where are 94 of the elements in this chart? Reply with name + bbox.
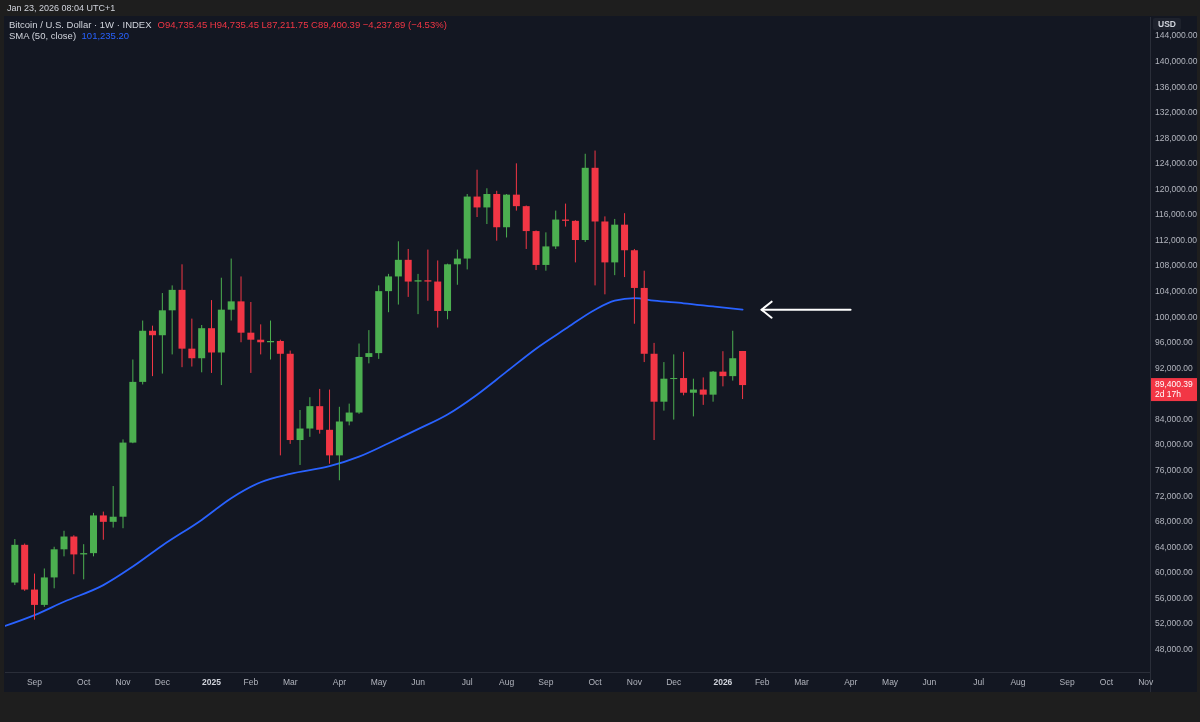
y-tick-label: 56,000.00 [1155, 592, 1194, 603]
y-axis-title: USD [1158, 18, 1176, 29]
x-tick-label: Sep [538, 677, 554, 688]
y-tick-label: 80,000.00 [1155, 439, 1194, 450]
chart-subtitle: O94,735.45 H94,735.45 L87,211.75 C89,400.39 −4,237.89 (−4.53%) [157, 18, 447, 30]
chart-title: Bitcoin / U.S. Dollar · 1W · INDEX [9, 18, 153, 30]
x-tick-label: Dec [666, 677, 683, 688]
candlestick [227, 258, 235, 322]
line-series [5, 297, 744, 627]
x-tick-label: May [882, 677, 899, 688]
y-tick-label: 108,000.00 [1155, 260, 1198, 271]
candlestick [424, 249, 432, 302]
y-tick-label: 112,000.00 [1155, 234, 1198, 245]
text: Jan 23, 2026 08:04 UTC+1 [7, 3, 116, 14]
candlestick [276, 339, 284, 456]
x-tick-label: Jul [973, 677, 985, 688]
candlestick [31, 573, 38, 621]
candlestick [670, 353, 678, 421]
candlestick [99, 511, 107, 541]
candlestick [473, 169, 481, 218]
candlestick [316, 388, 324, 435]
x-tick-label: Feb [754, 677, 770, 688]
candlestick [60, 530, 68, 557]
y-tick-label: 124,000.00 [1155, 158, 1198, 169]
candlestick [483, 187, 491, 225]
x-tick-label: Nov [1138, 677, 1155, 688]
x-tick-label: Apr [844, 677, 858, 688]
x-tick-label: Mar [282, 677, 298, 688]
x-tick-label: Sep [1059, 677, 1075, 688]
x-tick-label: Jul [461, 677, 473, 688]
candlestick [729, 330, 737, 382]
candlestick [680, 351, 688, 396]
x-tick-label: Feb [243, 677, 259, 688]
y-tick-label: 68,000.00 [1155, 516, 1194, 527]
x-tick-label: Oct [588, 677, 603, 688]
candlestick [689, 378, 697, 417]
x-tick-label: Oct [77, 677, 91, 688]
y-tick-label: 60,000.00 [1155, 567, 1194, 578]
x-tick-label: Aug [498, 677, 515, 688]
candlestick [709, 370, 717, 403]
y-tick-label: 140,000.00 [1155, 55, 1198, 66]
candlestick [414, 273, 422, 315]
candlestick [296, 409, 304, 466]
candlestick [542, 231, 550, 272]
y-tick-label: 96,000.00 [1155, 337, 1194, 348]
y-tick-label: 48,000.00 [1155, 643, 1194, 654]
y-tick-label: 84,000.00 [1155, 413, 1194, 424]
candlestick [699, 376, 707, 406]
y-tick-label: 116,000.00 [1155, 209, 1198, 220]
candlestick [109, 485, 117, 529]
y-tick-label: 144,000.00 [1155, 30, 1198, 41]
candlestick [385, 273, 393, 313]
candlestick [70, 534, 78, 575]
candlestick [247, 301, 255, 374]
x-tick-label: Jun [411, 677, 426, 688]
text: 89,400.39 [1155, 379, 1194, 390]
x-tick-label: Aug [1010, 677, 1026, 688]
x-tick-label: May [370, 677, 388, 688]
x-tick-label: Nov [115, 677, 132, 688]
y-tick-label: 104,000.00 [1155, 286, 1198, 297]
y-tick-label: 128,000.00 [1155, 132, 1198, 143]
x-tick-label: Mar [794, 677, 810, 688]
x-tick-label: Nov [626, 677, 643, 688]
text: SMA (50, close) [9, 29, 77, 41]
candlestick [404, 248, 412, 298]
candlestick [365, 329, 373, 364]
candlestick [660, 361, 668, 412]
y-tick-label: 72,000.00 [1155, 490, 1194, 501]
x-tick-label: 2026 [713, 677, 733, 688]
x-tick-label: Oct [1099, 677, 1114, 688]
y-tick-label: 52,000.00 [1155, 618, 1194, 629]
text: 2d 17h [1155, 389, 1182, 400]
y-tick-label: 64,000.00 [1155, 541, 1194, 552]
annotation: 101,235.20 [81, 29, 130, 41]
x-tick-label: 2025 [202, 677, 222, 688]
candlestick [719, 350, 727, 387]
candlestick [394, 240, 402, 306]
x-tick-label: Dec [154, 677, 171, 688]
candlestick [149, 325, 157, 377]
candlestick [306, 396, 314, 438]
y-tick-label: 100,000.00 [1155, 311, 1198, 322]
candlestick [345, 403, 353, 426]
y-tick-label: 132,000.00 [1155, 107, 1198, 118]
x-tick-label: Apr [332, 677, 347, 688]
y-tick-label: 92,000.00 [1155, 362, 1194, 373]
candlestick [571, 219, 579, 263]
x-tick-label: Sep [26, 677, 43, 688]
x-tick-label: Jun [922, 677, 937, 688]
y-tick-label: 120,000.00 [1155, 183, 1198, 194]
y-tick-label: 136,000.00 [1155, 81, 1198, 92]
y-tick-label: 76,000.00 [1155, 464, 1194, 475]
candlestick [188, 318, 196, 368]
candlestick [512, 162, 520, 212]
candlestick [168, 284, 176, 355]
